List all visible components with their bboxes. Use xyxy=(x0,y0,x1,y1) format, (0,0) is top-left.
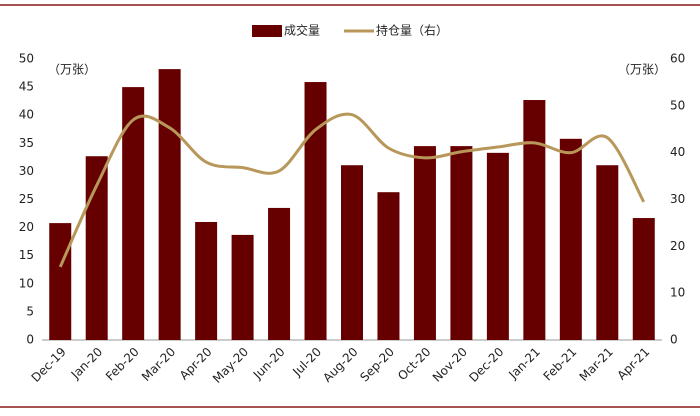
y-tick-label: 15 xyxy=(19,248,34,262)
bar xyxy=(304,82,327,341)
x-tick-label: Feb-20 xyxy=(103,345,142,384)
x-tick-label: Oct-20 xyxy=(395,345,433,383)
x-tick-label: Aug-20 xyxy=(320,345,360,385)
x-tick-label: Jul-20 xyxy=(289,345,324,380)
bar xyxy=(85,156,108,340)
y2-tick-label: 0 xyxy=(670,333,678,347)
y-tick-label: 20 xyxy=(19,220,34,234)
bar xyxy=(158,69,181,340)
bar xyxy=(632,218,655,340)
bar xyxy=(122,87,145,340)
x-tick-label: Jun-20 xyxy=(250,345,288,383)
x-tick-label: Dec-19 xyxy=(29,345,69,385)
y-tick-label: 50 xyxy=(19,52,34,66)
bar xyxy=(450,146,473,340)
x-tick-label: Feb-21 xyxy=(541,345,580,384)
x-tick-label: Sep-20 xyxy=(357,345,397,385)
y-tick-label: 0 xyxy=(26,333,34,347)
y2-tick-label: 20 xyxy=(670,239,685,253)
y-tick-label: 5 xyxy=(26,304,34,318)
y-tick-label: 40 xyxy=(19,108,34,122)
bar xyxy=(377,192,400,340)
x-tick-label: Jan-20 xyxy=(68,345,106,383)
y2-tick-label: 40 xyxy=(670,145,685,159)
y-tick-label: 45 xyxy=(19,80,34,94)
bar xyxy=(559,138,582,340)
y2-tick-label: 30 xyxy=(670,192,685,206)
bar xyxy=(341,165,363,340)
bar xyxy=(231,234,254,340)
bar xyxy=(596,165,619,340)
legend-label: 成交量 xyxy=(284,23,320,38)
x-tick-label: Dec-20 xyxy=(466,345,506,385)
bar xyxy=(49,223,72,340)
legend-swatch xyxy=(252,25,282,37)
y2-tick-label: 50 xyxy=(670,98,685,112)
bar xyxy=(195,221,218,340)
x-tick-label: May-20 xyxy=(210,345,251,386)
y2-tick-label: 60 xyxy=(670,52,685,66)
legend-label: 持仓量（右） xyxy=(376,23,448,38)
y-tick-label: 25 xyxy=(19,192,34,206)
x-tick-label: Mar-21 xyxy=(577,345,616,384)
y2-unit: （万张） xyxy=(618,63,666,77)
y-tick-label: 35 xyxy=(19,136,34,150)
x-tick-label: Apr-20 xyxy=(177,345,215,383)
y-unit: （万张） xyxy=(48,63,96,77)
y2-tick-label: 10 xyxy=(670,286,685,300)
y-tick-label: 30 xyxy=(19,164,34,178)
x-tick-label: Jan-21 xyxy=(505,345,543,383)
line xyxy=(58,112,646,268)
bar xyxy=(268,207,291,340)
y-tick-label: 10 xyxy=(19,276,34,290)
bar xyxy=(523,100,546,340)
bar xyxy=(486,152,509,340)
x-tick-label: Apr-21 xyxy=(614,345,652,383)
bar xyxy=(413,146,436,340)
x-tick-label: Mar-20 xyxy=(139,345,178,384)
x-tick-label: Nov-20 xyxy=(430,345,470,385)
